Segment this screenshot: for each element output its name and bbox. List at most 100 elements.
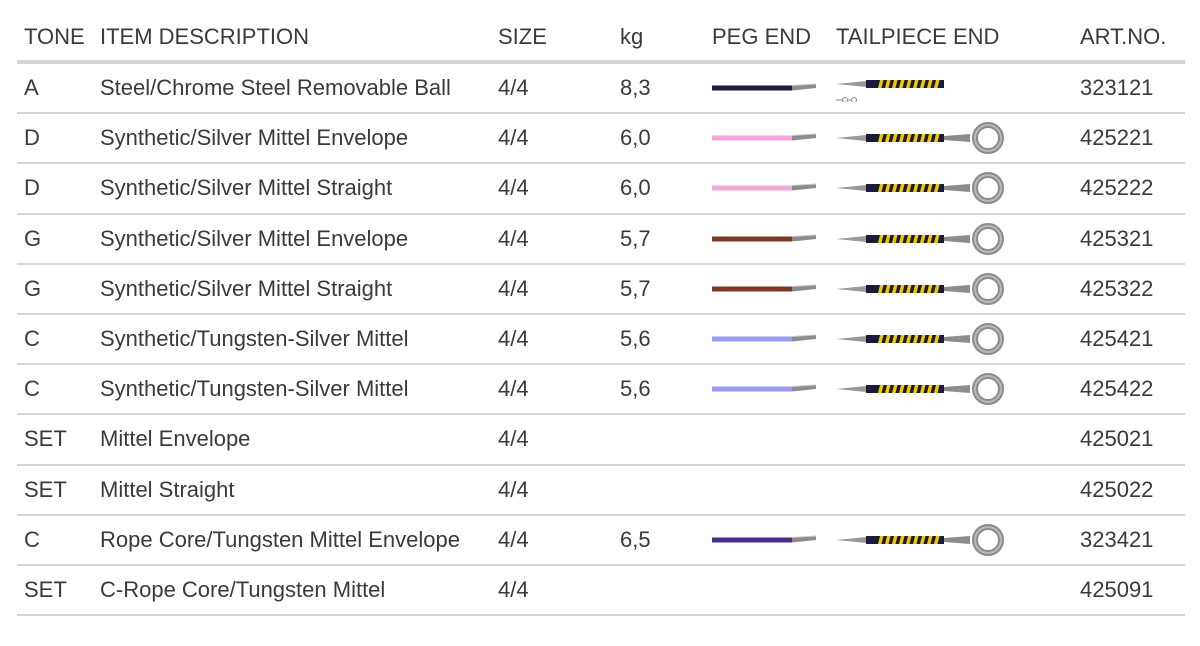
size-cell: 4/4 (498, 476, 529, 502)
peg-end-cell (712, 132, 818, 144)
header-description: ITEM DESCRIPTION (100, 24, 310, 49)
size-cell: 4/4 (498, 175, 529, 201)
size-cell: 4/4 (498, 526, 529, 552)
art-no-cell: 425421 (1080, 326, 1154, 352)
description-cell: Synthetic/Silver Mittel Straight (100, 175, 393, 201)
peg-end-icon (712, 183, 817, 191)
peg-end-icon (712, 133, 817, 141)
size-cell: 4/4 (498, 275, 529, 301)
description-cell: Steel/Chrome Steel Removable Ball (100, 75, 451, 101)
size-cell: 4/4 (498, 125, 529, 151)
header-size: SIZE (498, 24, 547, 49)
tailpiece-end-icon (836, 523, 1004, 556)
tailpiece-end-cell (836, 322, 1008, 356)
table-row: C Rope Core/Tungsten Mittel Envelope 4/4 6,… (17, 516, 1185, 566)
table-row: G Synthetic/Silver Mittel Envelope 4/4 5,7 4… (17, 215, 1185, 265)
tone-cell: C (24, 376, 40, 402)
peg-end-cell (712, 283, 818, 295)
description-cell: Mittel Straight (100, 476, 235, 502)
art-no-cell: 425091 (1080, 576, 1154, 602)
table-row: SET Mittel Straight 4/4 425022 (17, 466, 1185, 516)
kg-cell: 6,5 (620, 526, 651, 552)
peg-end-cell (712, 82, 818, 94)
kg-cell: 5,7 (620, 275, 651, 301)
peg-end-cell (712, 233, 818, 245)
tone-cell: D (24, 125, 40, 151)
kg-cell: 8,3 (620, 75, 651, 101)
size-cell: 4/4 (498, 376, 529, 402)
description-cell: Mittel Envelope (100, 426, 251, 452)
art-no-cell: 425321 (1080, 225, 1154, 251)
header-peg-end: PEG END (712, 24, 812, 49)
kg-cell: 6,0 (620, 175, 651, 201)
header-tone: TONE (24, 24, 85, 49)
peg-end-cell (712, 534, 818, 546)
peg-end-icon (712, 83, 817, 91)
size-cell: 4/4 (498, 426, 529, 452)
table-row: SET Mittel Envelope 4/4 425021 (17, 415, 1185, 466)
removable-ball-icon (836, 97, 857, 103)
tone-cell: C (24, 326, 40, 352)
art-no-cell: 425221 (1080, 125, 1154, 151)
description-cell: Synthetic/Tungsten-Silver Mittel (100, 376, 409, 402)
peg-end-icon (712, 234, 817, 242)
table-header: TONE ITEM DESCRIPTION SIZE kg PEG END TA… (17, 14, 1185, 64)
tailpiece-end-cell (836, 272, 1008, 306)
art-no-cell: 425322 (1080, 275, 1154, 301)
tailpiece-end-icon (836, 323, 1004, 356)
art-no-cell: 323421 (1080, 526, 1154, 552)
tailpiece-end-icon (836, 172, 1004, 205)
art-no-cell: 425021 (1080, 426, 1154, 452)
tailpiece-end-cell (836, 523, 1008, 557)
size-cell: 4/4 (498, 225, 529, 251)
tone-cell: A (24, 75, 39, 101)
size-cell: 4/4 (498, 326, 529, 352)
art-no-cell: 425022 (1080, 476, 1154, 502)
peg-end-cell (712, 182, 818, 194)
kg-cell: 5,6 (620, 376, 651, 402)
art-no-cell: 425222 (1080, 175, 1154, 201)
table-row: D Synthetic/Silver Mittel Envelope 4/4 6,0 4… (17, 114, 1185, 165)
tone-cell: SET (24, 426, 67, 452)
tailpiece-end-icon (836, 272, 1004, 305)
tailpiece-end-cell (836, 171, 1008, 205)
art-no-cell: 323121 (1080, 75, 1154, 101)
description-cell: C-Rope Core/Tungsten Mittel (100, 576, 386, 602)
header-kg: kg (620, 24, 644, 49)
tone-cell: SET (24, 576, 67, 602)
size-cell: 4/4 (498, 576, 529, 602)
peg-end-icon (712, 334, 817, 342)
peg-end-cell (712, 383, 818, 395)
description-cell: Rope Core/Tungsten Mittel Envelope (100, 526, 460, 552)
header-art-no: ART.NO. (1080, 24, 1167, 49)
tailpiece-end-icon (836, 373, 1004, 406)
tone-cell: G (24, 275, 42, 301)
table-row: D Synthetic/Silver Mittel Straight 4/4 6,0 4… (17, 164, 1185, 215)
peg-end-cell (712, 333, 818, 345)
size-cell: 4/4 (498, 75, 529, 101)
table-row: C Synthetic/Tungsten-Silver Mittel 4/4 5,6 4… (17, 315, 1185, 366)
tailpiece-end-cell (836, 222, 1008, 256)
tone-cell: G (24, 225, 42, 251)
table-row: G Synthetic/Silver Mittel Straight 4/4 5,7 4… (17, 265, 1185, 315)
tailpiece-end-icon (836, 222, 1004, 255)
header-tailpiece-end: TAILPIECE END (836, 24, 1000, 49)
description-cell: Synthetic/Silver Mittel Straight (100, 275, 393, 301)
table-row: C Synthetic/Tungsten-Silver Mittel 4/4 5,6 4… (17, 365, 1185, 416)
kg-cell: 5,6 (620, 326, 651, 352)
table-row: SET C-Rope Core/Tungsten Mittel 4/4 425091 (17, 566, 1185, 617)
string-product-table: TONE ITEM DESCRIPTION SIZE kg PEG END TA… (17, 14, 1185, 617)
kg-cell: 6,0 (620, 125, 651, 151)
art-no-cell: 425422 (1080, 376, 1154, 402)
kg-cell: 5,7 (620, 225, 651, 251)
table-body: A Steel/Chrome Steel Removable Ball 4/4 8,3… (17, 64, 1185, 617)
tailpiece-end-icon (836, 122, 1004, 155)
peg-end-icon (712, 535, 817, 543)
table-row: A Steel/Chrome Steel Removable Ball 4/4 8,3… (17, 64, 1185, 115)
tone-cell: SET (24, 476, 67, 502)
tone-cell: D (24, 175, 40, 201)
tailpiece-end-cell (836, 74, 948, 103)
tailpiece-end-icon (836, 80, 944, 103)
description-cell: Synthetic/Silver Mittel Envelope (100, 225, 409, 251)
peg-end-icon (712, 384, 817, 392)
